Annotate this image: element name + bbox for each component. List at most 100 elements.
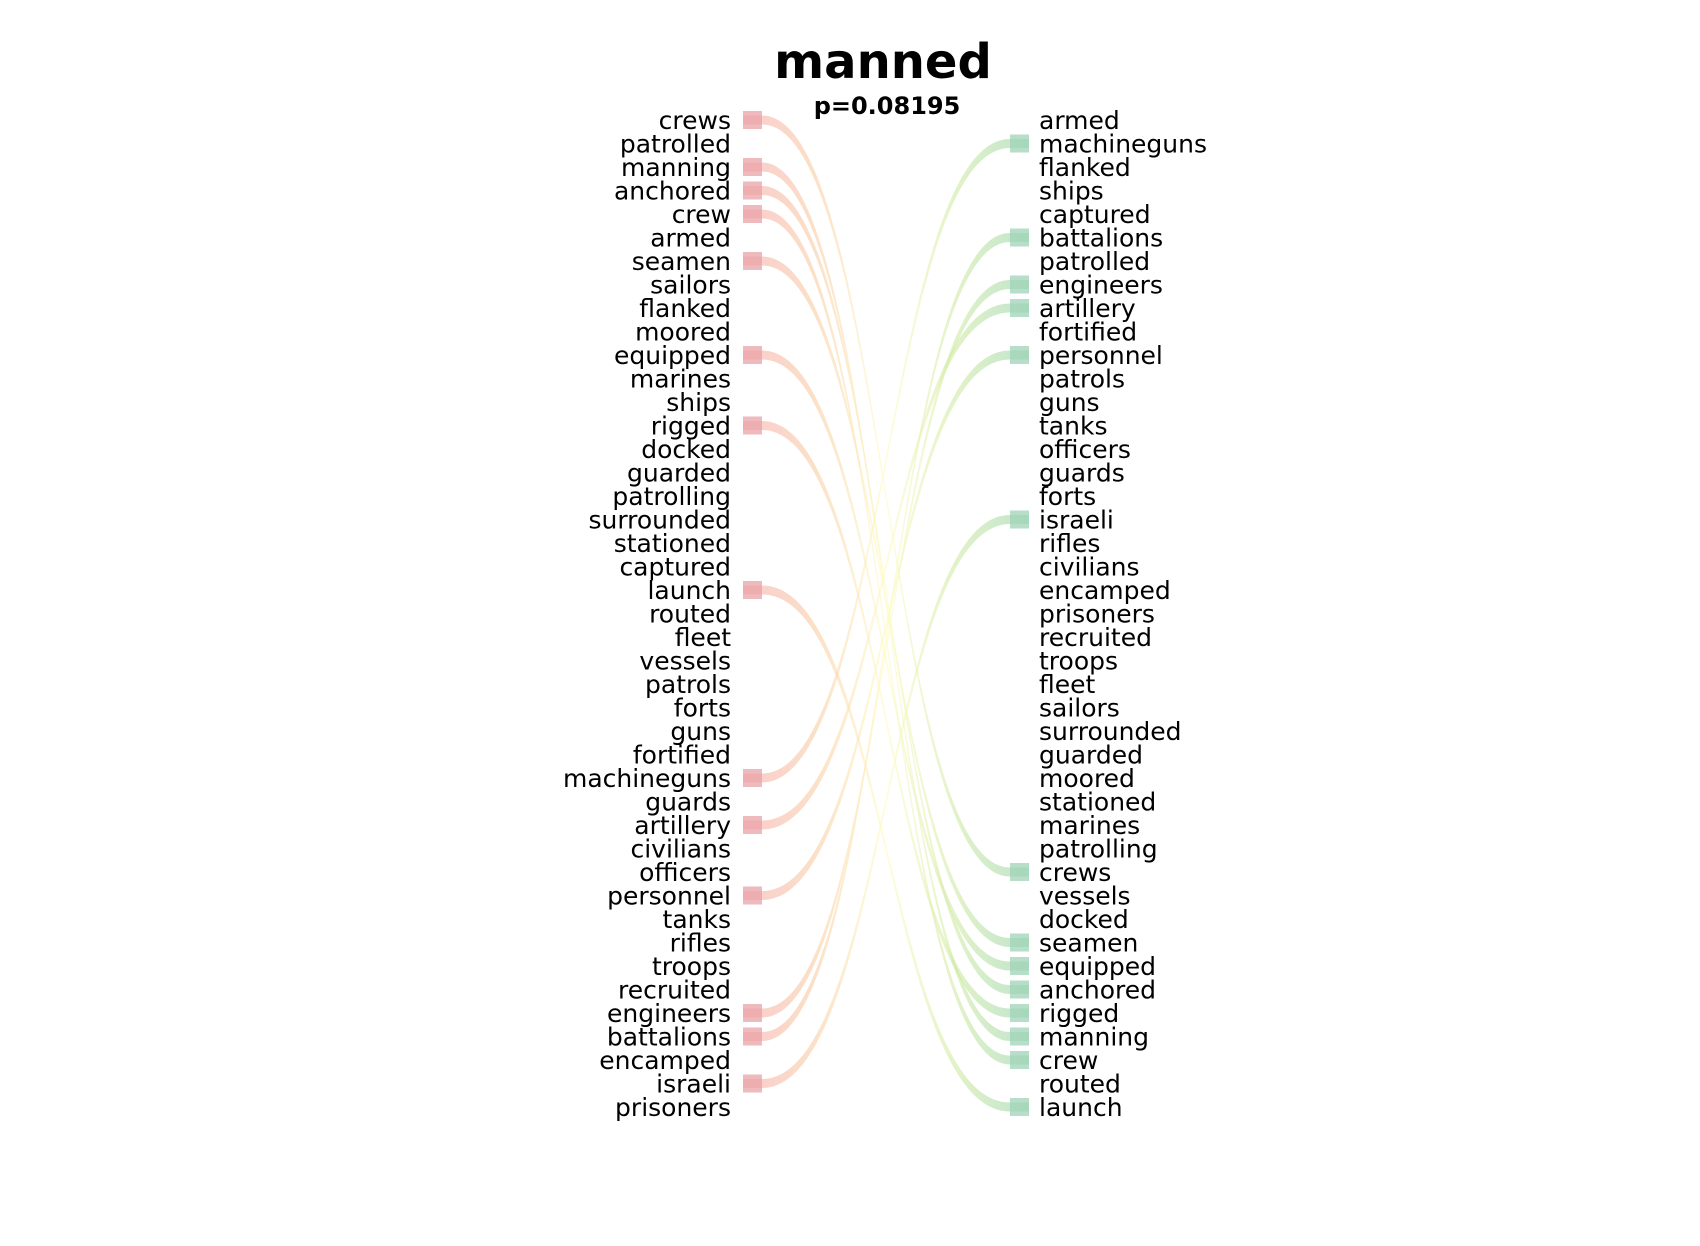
left-word-surrounded: surrounded xyxy=(588,506,731,535)
left-word-israeli: israeli xyxy=(656,1070,731,1099)
link-bands xyxy=(743,111,1029,1116)
right-word-rifles: rifles xyxy=(1039,529,1100,558)
right-marker-anchored xyxy=(1010,980,1029,999)
right-word-encamped: encamped xyxy=(1039,576,1171,605)
right-word-israeli: israeli xyxy=(1039,506,1114,535)
right-word-forts: forts xyxy=(1039,482,1096,511)
left-word-engineers: engineers xyxy=(607,999,731,1028)
right-word-armed: armed xyxy=(1039,106,1120,135)
link-band-crews xyxy=(743,115,1029,877)
left-marker-equipped xyxy=(743,346,762,364)
left-word-guarded: guarded xyxy=(627,459,731,488)
left-word-forts: forts xyxy=(674,694,731,723)
link-band-artillery xyxy=(743,303,1029,830)
left-word-vessels: vessels xyxy=(639,647,731,676)
right-word-guarded: guarded xyxy=(1039,741,1143,770)
left-word-flanked: flanked xyxy=(639,294,731,323)
right-marker-equipped xyxy=(1010,957,1029,975)
left-word-crews: crews xyxy=(659,106,731,135)
link-band-launch xyxy=(743,585,1029,1112)
right-marker-machineguns xyxy=(1010,134,1029,153)
left-word-fleet: fleet xyxy=(675,623,732,652)
link-band-machineguns xyxy=(743,139,1029,783)
right-word-ships: ships xyxy=(1039,177,1104,206)
chart-subtitle: p=0.08195 xyxy=(814,92,961,120)
right-word-seamen: seamen xyxy=(1039,929,1138,958)
link-band-personnel xyxy=(743,350,1029,900)
right-word-patrolled: patrolled xyxy=(1039,247,1150,276)
left-word-marines: marines xyxy=(630,365,731,394)
right-marker-engineers xyxy=(1010,275,1029,294)
right-marker-manning xyxy=(1010,1027,1029,1046)
left-word-civilians: civilians xyxy=(630,835,731,864)
left-word-guards: guards xyxy=(645,788,731,817)
right-word-crews: crews xyxy=(1039,858,1111,887)
right-marker-battalions xyxy=(1010,228,1029,247)
right-word-flanked: flanked xyxy=(1039,153,1131,182)
left-marker-manning xyxy=(743,158,762,176)
left-marker-machineguns xyxy=(743,769,762,787)
left-word-equipped: equipped xyxy=(614,341,731,370)
right-marker-artillery xyxy=(1010,299,1029,317)
left-marker-israeli xyxy=(743,1074,762,1093)
right-word-moored: moored xyxy=(1039,764,1135,793)
left-word-officers: officers xyxy=(639,858,731,887)
left-word-anchored: anchored xyxy=(614,177,731,206)
right-marker-rigged xyxy=(1010,1004,1029,1022)
left-word-patrolling: patrolling xyxy=(612,482,731,511)
left-word-rifles: rifles xyxy=(670,929,731,958)
left-word-sailors: sailors xyxy=(650,271,731,300)
left-word-tanks: tanks xyxy=(663,905,731,934)
link-band-engineers xyxy=(743,280,1029,1018)
left-marker-rigged xyxy=(743,416,762,435)
left-word-stationed: stationed xyxy=(614,529,731,558)
right-marker-israeli xyxy=(1010,510,1029,529)
right-word-personnel: personnel xyxy=(1039,341,1163,370)
left-marker-engineers xyxy=(743,1004,762,1022)
left-word-prisoners: prisoners xyxy=(615,1093,731,1122)
right-word-recruited: recruited xyxy=(1039,623,1152,652)
right-marker-crews xyxy=(1010,863,1029,881)
left-marker-crews xyxy=(743,111,762,129)
right-word-tanks: tanks xyxy=(1039,412,1107,441)
left-word-recruited: recruited xyxy=(618,976,731,1005)
left-word-column: crewspatrolledmanninganchoredcrewarmedse… xyxy=(563,106,731,1122)
left-marker-crew xyxy=(743,205,762,223)
right-word-fortified: fortified xyxy=(1039,318,1137,347)
left-word-armed: armed xyxy=(650,224,731,253)
right-word-battalions: battalions xyxy=(1039,224,1163,253)
chart-title: manned xyxy=(774,34,992,90)
left-word-guns: guns xyxy=(670,717,731,746)
left-word-docked: docked xyxy=(641,435,731,464)
right-word-officers: officers xyxy=(1039,435,1131,464)
left-word-encamped: encamped xyxy=(599,1046,731,1075)
left-word-seamen: seamen xyxy=(632,247,731,276)
left-word-artillery: artillery xyxy=(634,811,731,840)
right-word-patrols: patrols xyxy=(1039,365,1125,394)
right-word-sailors: sailors xyxy=(1039,694,1120,723)
left-marker-personnel xyxy=(743,886,762,905)
right-word-docked: docked xyxy=(1039,905,1129,934)
link-band-seamen xyxy=(743,256,1029,947)
left-word-troops: troops xyxy=(652,952,731,981)
right-word-fleet: fleet xyxy=(1039,670,1096,699)
right-marker-personnel xyxy=(1010,346,1029,364)
left-word-machineguns: machineguns xyxy=(563,764,731,793)
link-band-equipped xyxy=(743,350,1029,971)
right-word-routed: routed xyxy=(1039,1070,1121,1099)
right-word-marines: marines xyxy=(1039,811,1140,840)
right-marker-crew xyxy=(1010,1051,1029,1069)
right-word-crew: crew xyxy=(1039,1046,1098,1075)
left-word-patrols: patrols xyxy=(645,670,731,699)
left-word-captured: captured xyxy=(619,553,731,582)
right-word-patrolling: patrolling xyxy=(1039,835,1158,864)
left-word-battalions: battalions xyxy=(607,1023,731,1052)
left-word-fortified: fortified xyxy=(633,741,731,770)
left-word-crew: crew xyxy=(672,200,731,229)
right-word-troops: troops xyxy=(1039,647,1118,676)
link-band-israeli xyxy=(743,515,1029,1088)
left-word-launch: launch xyxy=(647,576,731,605)
right-word-vessels: vessels xyxy=(1039,882,1131,911)
right-word-stationed: stationed xyxy=(1039,788,1156,817)
